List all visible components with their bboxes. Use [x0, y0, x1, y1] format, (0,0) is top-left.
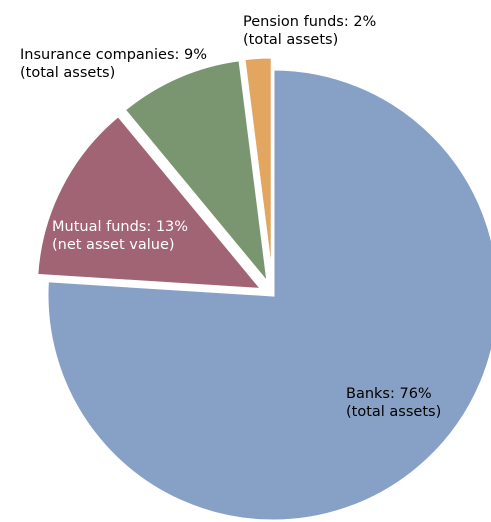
- slice-label-line2: (net asset value): [52, 237, 175, 253]
- pie-slices: [35, 55, 491, 522]
- slice-label-line1: Insurance companies: 9%: [20, 47, 207, 63]
- slice-label-insurance-companies: Insurance companies: 9% (total assets): [20, 47, 207, 81]
- pie-slice-insurance-companies: [122, 58, 271, 289]
- slice-label-line2: (total assets): [20, 65, 115, 81]
- slice-label-pension-funds: Pension funds: 2% (total assets): [243, 14, 376, 48]
- slice-label-mutual-funds: Mutual funds: 13% (net asset value): [52, 219, 188, 253]
- pie-slice-mutual-funds: [35, 113, 266, 292]
- pie-slice-pension-funds: [242, 55, 274, 284]
- slice-label-line2: (total assets): [243, 32, 338, 48]
- slice-label-banks: Banks: 76% (total assets): [346, 386, 441, 420]
- pie-slice-banks: [45, 67, 491, 522]
- slice-label-line2: (total assets): [346, 404, 441, 420]
- slice-label-line1: Banks: 76%: [346, 386, 432, 402]
- slice-labels: Banks: 76% (total assets) Mutual funds: 13…: [20, 14, 441, 420]
- slice-label-line1: Mutual funds: 13%: [52, 219, 188, 235]
- slice-label-line1: Pension funds: 2%: [243, 14, 376, 30]
